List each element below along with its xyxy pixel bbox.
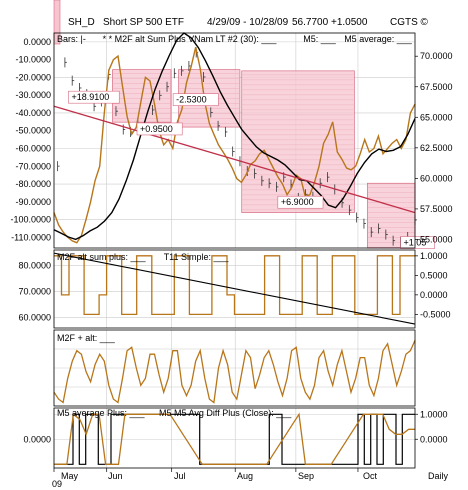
price-right-tick-3: 62.5000	[420, 143, 453, 153]
trade-label-0: +18.9100	[71, 92, 109, 102]
x-tick-may: May	[61, 471, 79, 481]
price-right-tick-6: 55.0000	[420, 234, 453, 244]
trade-label-box-3	[277, 195, 324, 209]
trade-label-box-4	[400, 236, 435, 249]
chart-date-range: 4/29/09 - 10/28/09	[207, 17, 289, 28]
price-legend-2: M5: ___	[303, 34, 337, 44]
price-left-tick-6: -60.0000	[15, 143, 51, 153]
m2f-sum-right-tick-0: 1.0000	[420, 251, 448, 261]
price-trend-line	[53, 105, 416, 214]
trade-label-box-1	[136, 122, 183, 136]
m2f-sum-left-tick-1: 70.0000	[18, 287, 51, 297]
trade-label-1: +0.9500	[140, 124, 173, 134]
price-left-tick-9: -90.0000	[15, 197, 51, 207]
m2f-alt-legend-0: M2F + alt: ___	[57, 333, 116, 343]
price-left-tick-8: -80.0000	[15, 179, 51, 189]
price-left-tick-7: -70.0000	[15, 161, 51, 171]
price-box-2	[241, 70, 355, 213]
x-tick-oct: Oct	[363, 471, 378, 481]
price-left-tick-0: 0.0000	[23, 37, 51, 47]
price-legend-0: Bars: |-	[57, 34, 86, 44]
m5-frame	[53, 407, 416, 469]
m2f-sum-left-tick-0: 80.0000	[18, 261, 51, 271]
m2f-sum-legend-0: M2F alt sum plus: ___	[57, 252, 147, 262]
price-right-tick-2: 65.0000	[420, 112, 453, 122]
price-left-tick-2: -20.0000	[15, 72, 51, 82]
price-average-line	[53, 32, 416, 241]
m2f-sum-frame	[53, 249, 416, 329]
price-left-tick-10: -100.0000	[10, 215, 51, 225]
trade-label-3: +6.9000	[281, 197, 314, 207]
m2f-sum-right-tick-2: 0.0000	[420, 290, 448, 300]
trade-label-2: -2.5300	[176, 95, 207, 105]
m5-left-tick-0: 0.0000	[23, 434, 51, 444]
chart-symbol: SH_D	[68, 17, 95, 28]
m2f-alt-frame	[53, 329, 416, 407]
price-left-tick-4: -40.0000	[15, 108, 51, 118]
chart-change: +1.0500	[331, 17, 368, 28]
price-frame	[53, 32, 416, 249]
price-legend-3: M5 average: ___	[344, 34, 413, 44]
x-tick-jun: Jun	[108, 471, 123, 481]
chart-source: CGTS ©	[390, 17, 429, 28]
price-right-tick-4: 60.0000	[420, 173, 453, 183]
price-left-tick-11: -110.0000	[11, 232, 51, 242]
m5-legend-1: M5 M5 Avg Diff Plus (Close): ___	[159, 408, 292, 418]
price-legend-1: * * M2F alt Sum Plus VNam LT #2 (30): __…	[103, 34, 278, 44]
trade-label-box-0	[68, 90, 120, 104]
trade-label-box-2	[172, 93, 219, 106]
price-left-tick-5: -50.0000	[15, 126, 51, 136]
x-tick-jul: Jul	[174, 471, 186, 481]
price-right-tick-5: 57.5000	[420, 204, 453, 214]
m2f-sum-trend-line	[53, 252, 416, 325]
m2f-sum-right-tick-3: -0.5000	[420, 309, 451, 319]
price-left-tick-3: -30.0000	[15, 90, 51, 100]
x-tick-sep: Sep	[298, 471, 314, 481]
m5-legend-0: M5 average Plus: ___	[57, 408, 146, 418]
header-marker	[53, 0, 61, 45]
m5-right-tick-0: 1.0000	[420, 409, 448, 419]
m2f-sum-right-tick-1: 0.5000	[420, 270, 448, 280]
m5-diff-line	[54, 412, 415, 465]
chart-instrument-name: Short SP 500 ETF	[103, 17, 184, 28]
price-right-tick-0: 70.0000	[420, 51, 453, 61]
m2f-sum-left-tick-2: 60.0000	[18, 313, 51, 323]
m2f-sum-step-line	[54, 255, 415, 316]
m2f-sum-legend-1: T11 Simple: ___	[164, 252, 230, 262]
price-right-tick-1: 67.5000	[420, 82, 453, 92]
price-left-tick-1: -10.0000	[15, 55, 51, 65]
x-axis-interval: Daily	[428, 471, 449, 481]
chart-last-price: 56.7700	[292, 17, 329, 28]
x-axis-year: 09	[52, 479, 62, 489]
m5-right-tick-1: 0.0000	[420, 434, 448, 444]
x-tick-aug: Aug	[237, 471, 253, 481]
price-oscillator-line	[53, 47, 416, 244]
m2f-alt-line	[53, 340, 416, 404]
